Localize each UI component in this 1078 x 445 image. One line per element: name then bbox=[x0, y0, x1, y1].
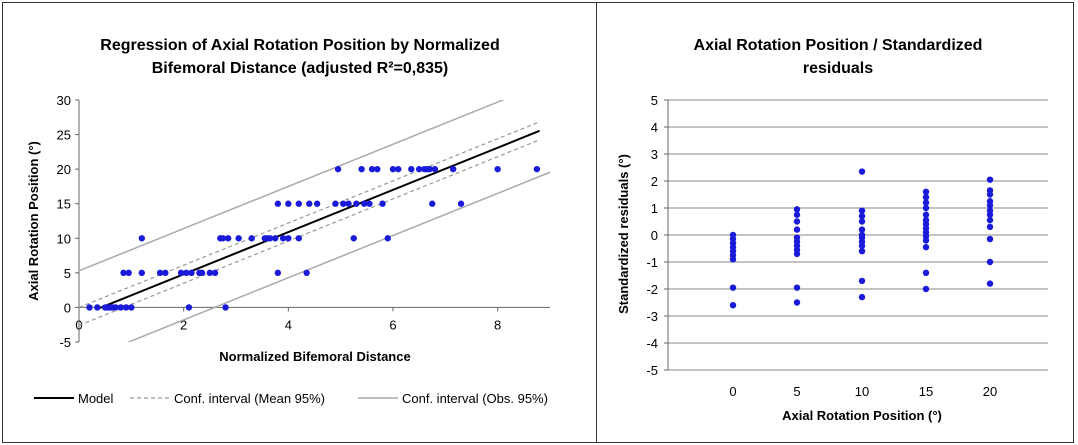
data-point bbox=[334, 165, 342, 173]
data-point bbox=[426, 165, 433, 173]
data-point bbox=[222, 304, 229, 311]
chart1-y-tick-label: -5 bbox=[59, 335, 71, 350]
data-point bbox=[306, 200, 313, 207]
data-point bbox=[379, 200, 386, 207]
data-point bbox=[94, 304, 101, 311]
data-point bbox=[350, 235, 357, 242]
obs-ci-line bbox=[79, 100, 505, 272]
data-point bbox=[374, 165, 381, 173]
data-point bbox=[206, 269, 214, 277]
chart1-y-tick-label: 10 bbox=[57, 231, 71, 246]
data-point bbox=[303, 269, 310, 277]
panel-divider bbox=[596, 2, 597, 443]
data-point bbox=[353, 200, 360, 207]
data-point bbox=[122, 304, 130, 311]
data-point bbox=[188, 269, 195, 277]
chart1-x-tick-label: 8 bbox=[494, 317, 501, 332]
data-point bbox=[389, 165, 397, 173]
data-point bbox=[384, 235, 391, 242]
chart1-y-axis-label: Axial Rotation Position (°) bbox=[26, 141, 41, 301]
data-point bbox=[266, 235, 274, 242]
mean-ci-line bbox=[79, 121, 540, 308]
chart1-regression-lines bbox=[79, 100, 550, 342]
data-point bbox=[128, 304, 135, 311]
model-line bbox=[99, 129, 540, 309]
data-point bbox=[138, 235, 145, 242]
data-point bbox=[248, 235, 255, 242]
data-point bbox=[86, 304, 93, 311]
data-point bbox=[272, 235, 279, 242]
chart1-legend: Model Conf. interval (Mean 95%) Conf. in… bbox=[34, 391, 548, 406]
legend-obs-ci-label: Conf. interval (Obs. 95%) bbox=[402, 391, 548, 406]
data-point bbox=[457, 200, 465, 207]
mean-ci-line bbox=[79, 139, 540, 326]
chart1-y-tick-label: 30 bbox=[57, 93, 71, 108]
regression-chart: Regression of Axial Rotation Position by… bbox=[26, 37, 550, 406]
data-point bbox=[313, 200, 321, 207]
chart1-y-tick-label: 20 bbox=[57, 162, 71, 177]
data-point bbox=[395, 165, 402, 173]
data-point bbox=[279, 235, 287, 242]
data-point bbox=[211, 269, 219, 277]
data-point bbox=[449, 165, 457, 173]
data-point bbox=[431, 165, 439, 173]
legend-model-label: Model bbox=[78, 391, 114, 406]
data-point bbox=[224, 235, 232, 242]
data-point bbox=[415, 165, 423, 173]
data-point bbox=[494, 165, 501, 173]
data-point bbox=[156, 269, 164, 277]
chart1-y-tick-label: 0 bbox=[64, 300, 71, 315]
data-point bbox=[185, 304, 193, 311]
data-point bbox=[295, 200, 302, 207]
data-point bbox=[138, 269, 145, 277]
data-point bbox=[366, 200, 373, 207]
data-point bbox=[274, 269, 282, 277]
data-point bbox=[177, 269, 185, 277]
chart1-x-tick-label: 4 bbox=[285, 317, 292, 332]
data-point bbox=[358, 165, 365, 173]
data-point bbox=[361, 200, 368, 207]
data-point bbox=[274, 200, 282, 207]
data-point bbox=[533, 165, 541, 173]
data-point bbox=[285, 200, 292, 207]
data-point bbox=[125, 269, 132, 277]
chart1-x-tick-label: 6 bbox=[389, 317, 396, 332]
data-point bbox=[183, 269, 190, 277]
chart1-y-tick-label: 25 bbox=[57, 128, 71, 143]
data-point bbox=[345, 200, 352, 207]
data-point bbox=[285, 235, 292, 242]
data-point bbox=[429, 200, 436, 207]
chart1-title-line1: Regression of Axial Rotation Position by… bbox=[100, 37, 499, 54]
chart1-y-tick-label: 5 bbox=[64, 266, 71, 281]
data-point bbox=[219, 235, 227, 242]
legend-mean-ci-label: Conf. interval (Mean 95%) bbox=[174, 391, 325, 406]
data-point bbox=[162, 269, 169, 277]
data-point bbox=[340, 200, 347, 207]
data-point bbox=[408, 165, 415, 173]
data-point bbox=[235, 235, 242, 242]
data-point bbox=[295, 235, 302, 242]
chart1-x-tick-label: 2 bbox=[180, 317, 187, 332]
obs-ci-line bbox=[126, 171, 550, 342]
data-point bbox=[198, 269, 206, 277]
data-point bbox=[117, 304, 125, 311]
data-point bbox=[368, 165, 376, 173]
chart1-x-axis-label: Normalized Bifemoral Distance bbox=[219, 349, 410, 364]
chart1-y-tick-label: 15 bbox=[57, 197, 71, 212]
chart1-title-line2: Bifemoral Distance (adjusted R²=0,835) bbox=[152, 60, 449, 77]
data-point bbox=[112, 304, 119, 311]
data-point bbox=[332, 200, 339, 207]
data-point bbox=[120, 269, 127, 277]
